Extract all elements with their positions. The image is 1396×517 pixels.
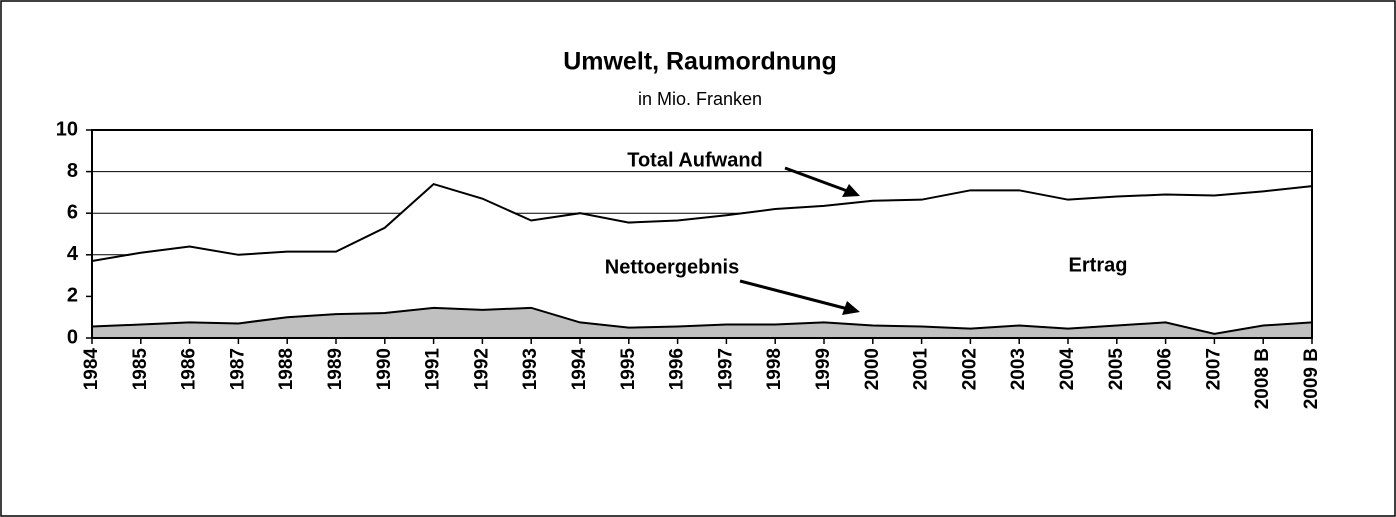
series-label: Nettoergebnis bbox=[605, 256, 739, 278]
x-tick-label: 1986 bbox=[179, 348, 200, 390]
y-tick-label: 0 bbox=[67, 326, 78, 348]
x-tick-label: 1987 bbox=[227, 348, 248, 390]
x-tick-label: 2001 bbox=[911, 348, 932, 391]
x-tick-label: 2000 bbox=[862, 348, 883, 390]
x-tick-label: 2005 bbox=[1106, 348, 1127, 391]
x-tick-label: 1998 bbox=[764, 348, 785, 390]
y-tick-label: 4 bbox=[67, 243, 79, 265]
x-tick-label: 1988 bbox=[276, 348, 297, 390]
x-tick-label: 1994 bbox=[569, 348, 590, 391]
x-tick-label: 2007 bbox=[1203, 348, 1224, 390]
y-tick-label: 2 bbox=[67, 285, 78, 307]
plot-frame bbox=[91, 129, 1313, 339]
x-tick-label: 1985 bbox=[130, 348, 151, 391]
x-tick-label: 1992 bbox=[471, 348, 492, 390]
arrow-head bbox=[842, 301, 860, 315]
y-tick-label: 8 bbox=[67, 160, 78, 182]
x-tick-label: 1995 bbox=[618, 348, 639, 391]
x-tick-label: 2002 bbox=[959, 348, 980, 390]
y-tick-label: 6 bbox=[67, 201, 78, 223]
series-label: Total Aufwand bbox=[627, 149, 763, 171]
x-tick-label: 1999 bbox=[813, 348, 834, 390]
arrow bbox=[784, 166, 851, 194]
x-tick-label: 2004 bbox=[1057, 348, 1078, 391]
area-line bbox=[91, 182, 1313, 263]
chart-subtitle: in Mio. Franken bbox=[638, 89, 762, 109]
plot: 0 2 4 6 8 10 1984 1985 1986 1987 1988 1989 1990 1991 1… bbox=[56, 118, 1322, 409]
arrow-head bbox=[842, 184, 860, 197]
x-tick-label: 1991 bbox=[423, 348, 444, 391]
x-tick-label: 1997 bbox=[715, 348, 736, 390]
area-line bbox=[91, 306, 1313, 335]
x-tick-label: 2003 bbox=[1008, 348, 1029, 390]
area bbox=[92, 184, 1312, 338]
y-tick-label: 10 bbox=[56, 118, 78, 140]
chart-title: Umwelt, Raumordnung bbox=[563, 48, 837, 76]
x-tick-label: 1996 bbox=[667, 348, 688, 390]
area bbox=[92, 307, 1312, 338]
x-tick-label: 2008 B bbox=[1252, 348, 1273, 409]
x-tick-label: 1984 bbox=[81, 348, 102, 391]
annotation: Ertrag bbox=[1069, 254, 1128, 276]
x-tick-label: 1989 bbox=[325, 348, 346, 390]
x-tick-label: 2006 bbox=[1155, 348, 1176, 390]
x-tick-label: 2009 B bbox=[1301, 348, 1322, 409]
annotations: Total Aufwand Nettoergebnis Ertrag bbox=[605, 149, 1128, 315]
x-tick-label: 1993 bbox=[520, 348, 541, 390]
arrow bbox=[739, 279, 849, 311]
x-tick-label: 1990 bbox=[374, 348, 395, 390]
